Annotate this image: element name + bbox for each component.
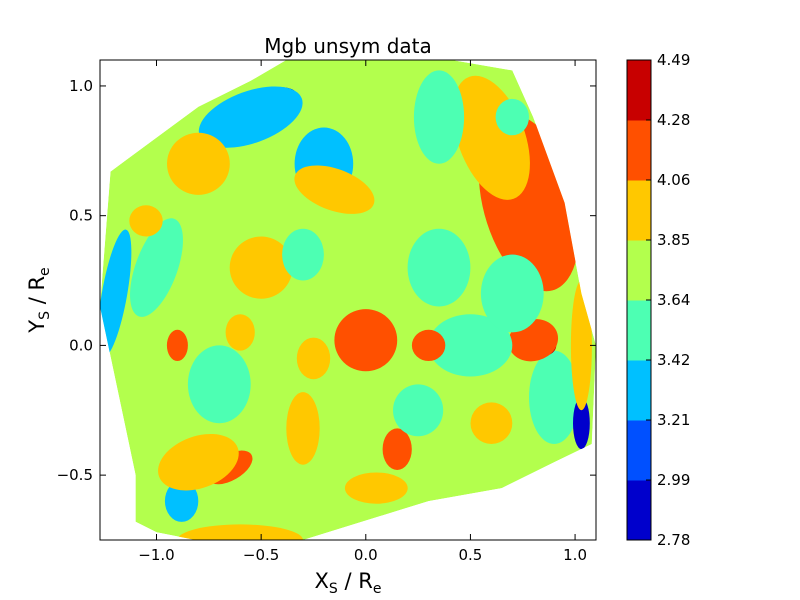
contour-patch (413, 70, 465, 164)
contour-patch (296, 337, 331, 380)
contour-patch (158, 433, 239, 491)
contour-patch (428, 314, 513, 377)
contour-patch (187, 345, 251, 424)
contour-patch (286, 392, 320, 465)
contour-patch (229, 236, 293, 299)
colorbar-segment (627, 60, 651, 121)
colorbar-label: 2.78 (657, 531, 690, 549)
colorbar-segment (627, 420, 651, 481)
colorbar-label: 4.06 (657, 171, 690, 189)
contour-patch (344, 472, 408, 504)
contour-patch (495, 98, 529, 136)
contour-patch (129, 205, 163, 237)
contour-patch (282, 228, 324, 281)
contour-patch (130, 218, 183, 317)
colorbar-label: 3.21 (657, 411, 690, 429)
y-tick-label: 0.5 (69, 207, 93, 225)
x-tick-label: −1.0 (138, 546, 174, 564)
plot-frame (99, 59, 597, 541)
colorbar-segment (627, 480, 651, 541)
colorbar-label: 4.49 (657, 51, 690, 69)
contour-patch (334, 309, 398, 372)
y-tick-label: 1.0 (69, 77, 93, 95)
contour-patch (294, 165, 375, 214)
x-tick-label: 1.0 (563, 546, 587, 564)
colorbar-segment (627, 120, 651, 181)
y-tick-label: 0.0 (69, 336, 93, 354)
contour-patch (480, 254, 544, 333)
colorbar-segment (627, 360, 651, 421)
plot-area (100, 60, 596, 540)
colorbar-segment (627, 180, 651, 241)
contour-patch (166, 329, 188, 361)
colorbar-label: 2.99 (657, 471, 690, 489)
contour-patch (100, 229, 132, 358)
contour-patch (198, 86, 303, 148)
contour-patch (167, 132, 230, 195)
x-axis-ticks: −1.0 −0.5 0.0 0.5 1.0 (138, 60, 587, 564)
y-axis-ticks: −0.5 0.0 0.5 1.0 (57, 77, 596, 484)
contour-patch (470, 402, 513, 445)
contour-patch (570, 280, 592, 411)
colorbar-segment (627, 300, 651, 361)
contour-patch (382, 428, 412, 471)
y-tick-label: −0.5 (57, 466, 93, 484)
x-tick-label: −0.5 (243, 546, 279, 564)
colorbar-label: 3.64 (657, 291, 690, 309)
y-axis-label: YS / Re (25, 267, 53, 333)
colorbar-label: 3.85 (657, 231, 690, 249)
colorbar-label: 4.28 (657, 111, 690, 129)
chart-title: Mgb unsym data (264, 34, 432, 58)
contour-patch (411, 329, 446, 361)
contour-patch (393, 384, 444, 437)
contour-patch (407, 228, 471, 307)
x-tick-label: 0.5 (459, 546, 483, 564)
colorbar-labels: 2.78 2.99 3.21 3.42 3.64 3.85 4.06 4.28 4.49 (646, 51, 690, 549)
contour-patch (529, 350, 580, 444)
x-tick-label: 0.0 (354, 546, 378, 564)
colorbar (626, 59, 652, 541)
contour-patch (164, 480, 199, 522)
contour-patch (177, 524, 303, 540)
colorbar-segment (627, 240, 651, 301)
contour-patch (225, 314, 255, 351)
contour-patch (573, 397, 590, 450)
contour-layer (100, 60, 596, 540)
x-axis-label: XS / Re (315, 569, 382, 597)
colorbar-label: 3.42 (657, 351, 690, 369)
